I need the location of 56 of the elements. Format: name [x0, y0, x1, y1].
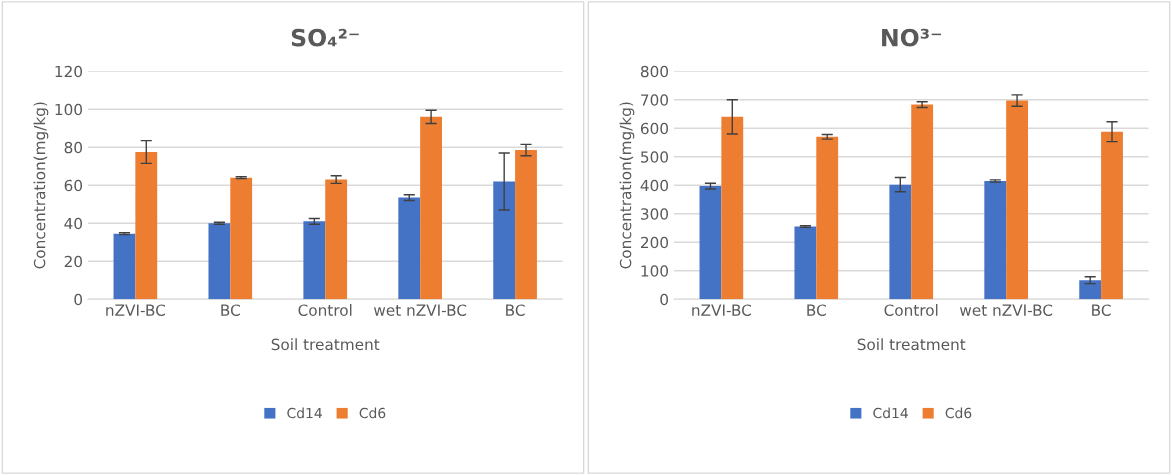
- bar: [208, 223, 231, 300]
- legend-label: Cd6: [359, 407, 386, 419]
- x-tick-label: BC: [1092, 304, 1111, 316]
- x-tick-label: nZVI-BC: [692, 304, 752, 316]
- y-tick-label: 0: [660, 293, 669, 306]
- y-tick-label: 100: [641, 265, 669, 277]
- bar: [135, 152, 158, 300]
- bar: [398, 197, 421, 300]
- y-tick-label: 800: [640, 65, 669, 78]
- x-axis-title: Soil treatment: [857, 338, 966, 351]
- bar: [984, 180, 1007, 300]
- bar: [515, 150, 537, 300]
- x-tick-label: wet nZVI-BC: [373, 304, 467, 316]
- bar: [816, 136, 839, 300]
- chart-title: SO₄²⁻: [291, 28, 359, 47]
- x-tick-label: Control: [884, 304, 938, 316]
- x-tick-label: Control: [298, 304, 352, 316]
- y-tick-label: 20: [64, 255, 83, 268]
- y-axis-title: Concentration(mg/kg): [619, 102, 635, 269]
- y-tick-label: 80: [64, 141, 83, 154]
- y-tick-label: 100: [55, 103, 83, 116]
- legend-label: Cd14: [873, 407, 908, 419]
- bar: [303, 221, 326, 300]
- chart-title: NO³⁻: [882, 28, 941, 47]
- bar: [113, 233, 136, 300]
- y-tick-label: 0: [74, 293, 83, 306]
- y-tick-label: 700: [641, 94, 669, 106]
- bar: [420, 116, 442, 300]
- y-tick-label: 200: [641, 236, 669, 249]
- bar: [325, 179, 348, 300]
- legend-label: Cd6: [945, 407, 972, 419]
- y-tick-label: 60: [64, 179, 83, 192]
- x-axis-title: Soil treatment: [271, 338, 380, 351]
- legend-label: Cd14: [287, 407, 322, 419]
- bar: [1079, 280, 1102, 300]
- bar: [794, 226, 817, 300]
- y-tick-label: 40: [64, 217, 83, 230]
- x-tick-label: nZVI-BC: [106, 304, 166, 316]
- bar: [230, 177, 253, 300]
- bar: [699, 186, 722, 300]
- bar: [1006, 100, 1028, 300]
- bar: [911, 104, 934, 300]
- y-tick-label: 600: [640, 122, 669, 135]
- y-axis-title: Concentration(mg/kg): [33, 102, 49, 269]
- y-tick-label: 500: [641, 151, 669, 163]
- x-tick-label: BC: [221, 304, 240, 316]
- x-tick-label: BC: [506, 304, 525, 316]
- x-tick-label: BC: [807, 304, 826, 316]
- y-tick-label: 120: [55, 65, 83, 78]
- y-tick-label: 300: [641, 208, 669, 220]
- x-tick-label: wet nZVI-BC: [959, 304, 1053, 316]
- bar: [493, 181, 516, 300]
- bar: [889, 184, 912, 300]
- bar: [1101, 131, 1123, 300]
- bar: [721, 116, 744, 300]
- y-tick-label: 400: [640, 179, 669, 192]
